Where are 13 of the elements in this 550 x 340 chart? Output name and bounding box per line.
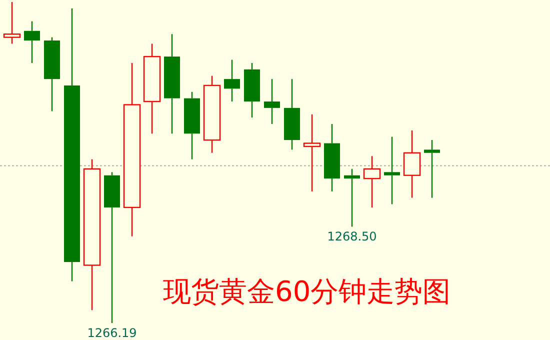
candlestick [64,8,80,282]
candlestick [284,78,300,150]
candlestick [24,20,40,64]
text: 现货黄金60分钟走势图 [163,275,451,308]
candlestick [324,123,340,192]
candlestick [224,59,240,102]
annotation: 1268.50 [327,230,377,244]
candlestick [104,172,120,324]
candlestick [424,139,440,198]
candlestick [264,78,280,125]
annotation: 1266.19 [87,326,137,340]
candlestick [384,136,400,205]
candlestick [164,34,180,134]
